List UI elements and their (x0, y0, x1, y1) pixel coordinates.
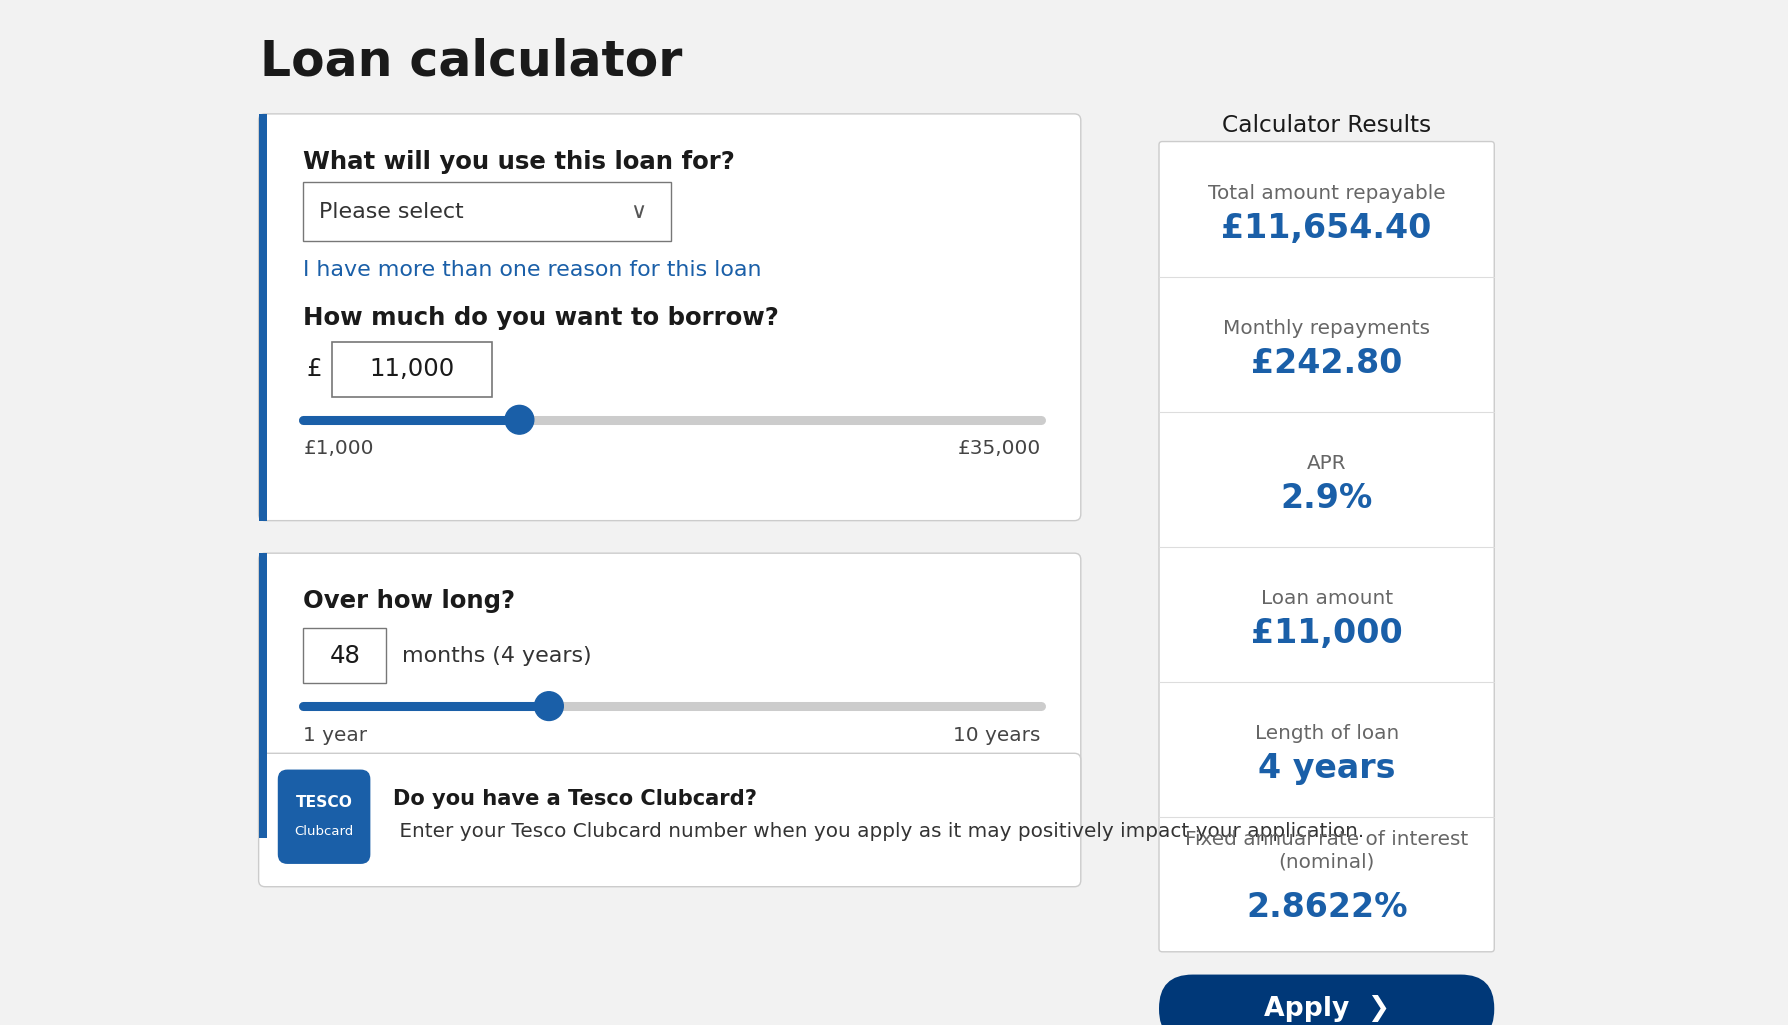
Circle shape (504, 406, 535, 435)
Text: 11,000: 11,000 (370, 358, 454, 381)
Text: 4 years: 4 years (1259, 752, 1395, 785)
Bar (333, 341, 492, 397)
Text: Total amount repayable: Total amount repayable (1209, 183, 1445, 203)
Text: Fixed annual rate of interest
(nominal): Fixed annual rate of interest (nominal) (1185, 830, 1468, 871)
Bar (259, 554, 266, 837)
Text: £11,654.40: £11,654.40 (1221, 212, 1432, 245)
Text: 1 year: 1 year (304, 726, 368, 744)
Text: Calculator Results: Calculator Results (1221, 114, 1430, 137)
Text: Loan calculator: Loan calculator (261, 38, 683, 86)
Text: ∨: ∨ (631, 202, 647, 221)
Text: 10 years: 10 years (953, 726, 1041, 744)
Text: TESCO: TESCO (295, 794, 352, 810)
Text: Do you have a Tesco Clubcard?: Do you have a Tesco Clubcard? (393, 789, 756, 809)
Bar (304, 182, 670, 241)
Circle shape (535, 692, 563, 721)
Text: 2.9%: 2.9% (1280, 483, 1373, 516)
Text: Apply  ❯: Apply ❯ (1264, 995, 1389, 1022)
Text: Clubcard: Clubcard (295, 825, 354, 837)
Text: £: £ (306, 358, 322, 381)
FancyBboxPatch shape (259, 753, 1080, 887)
FancyBboxPatch shape (277, 770, 370, 864)
Text: £35,000: £35,000 (958, 440, 1041, 458)
FancyBboxPatch shape (259, 554, 1080, 837)
FancyBboxPatch shape (1159, 141, 1495, 952)
Text: Please select: Please select (320, 202, 463, 221)
Text: Over how long?: Over how long? (304, 589, 515, 613)
FancyBboxPatch shape (1159, 975, 1495, 1025)
Text: £1,000: £1,000 (304, 440, 374, 458)
Text: Loan amount: Loan amount (1261, 588, 1393, 608)
Text: How much do you want to borrow?: How much do you want to borrow? (304, 305, 780, 330)
Text: Enter your Tesco Clubcard number when you apply as it may positively impact your: Enter your Tesco Clubcard number when yo… (393, 822, 1364, 840)
Text: 2.8622%: 2.8622% (1246, 891, 1407, 924)
Text: Monthly repayments: Monthly repayments (1223, 319, 1430, 337)
Text: £11,000: £11,000 (1252, 617, 1402, 651)
Text: months (4 years): months (4 years) (402, 646, 592, 665)
Text: I have more than one reason for this loan: I have more than one reason for this loa… (304, 260, 762, 280)
Bar (259, 114, 266, 521)
Text: What will you use this loan for?: What will you use this loan for? (304, 150, 735, 173)
Text: £242.80: £242.80 (1252, 347, 1402, 380)
FancyBboxPatch shape (259, 114, 1080, 521)
Text: Length of loan: Length of loan (1255, 724, 1398, 743)
Text: 48: 48 (329, 644, 359, 667)
Text: APR: APR (1307, 454, 1346, 473)
Bar (304, 628, 386, 684)
